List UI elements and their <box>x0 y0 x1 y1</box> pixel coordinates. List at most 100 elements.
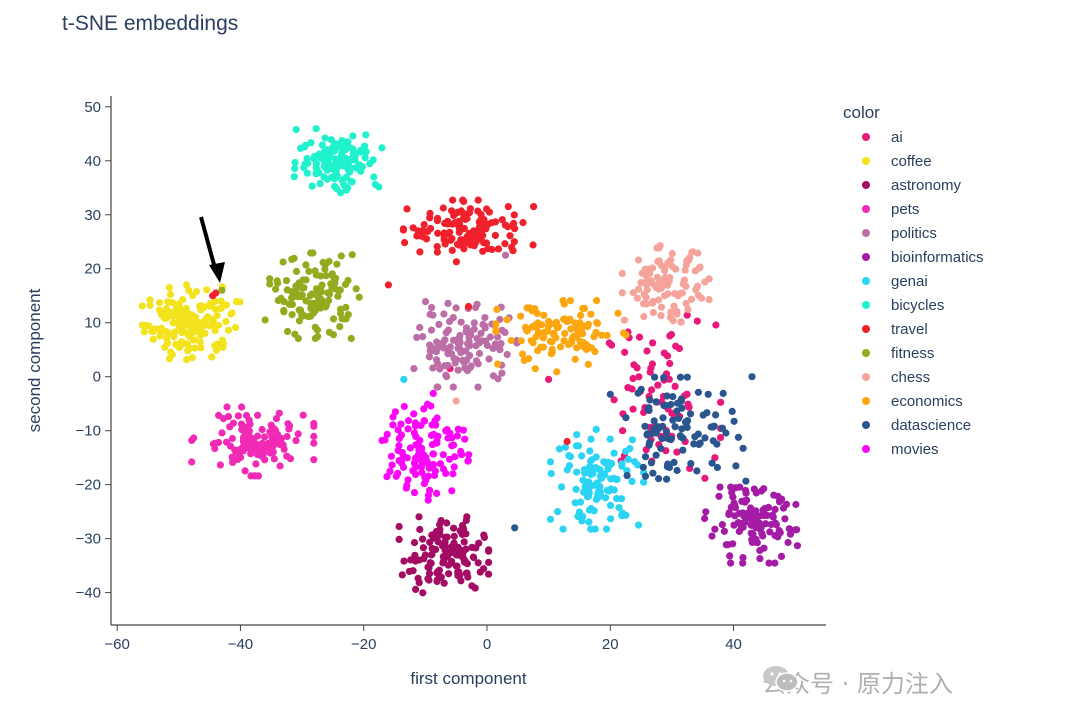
data-point <box>172 305 180 313</box>
data-point <box>254 472 262 480</box>
data-point <box>327 164 335 172</box>
data-point <box>323 175 331 183</box>
data-point <box>395 522 403 531</box>
data-point <box>782 500 791 508</box>
data-point <box>696 263 704 271</box>
data-point <box>696 439 704 447</box>
data-point <box>708 532 716 540</box>
data-point <box>404 417 413 425</box>
data-point <box>571 355 579 363</box>
data-point <box>716 434 725 442</box>
data-point <box>687 460 695 468</box>
data-point <box>417 232 425 240</box>
data-point <box>566 453 575 461</box>
data-point <box>275 409 283 417</box>
data-point <box>237 453 245 461</box>
data-point <box>652 451 660 459</box>
data-point <box>617 495 626 503</box>
data-point <box>307 304 315 313</box>
data-point <box>466 241 475 249</box>
data-point <box>718 521 727 529</box>
data-point <box>628 477 636 485</box>
data-point <box>304 159 312 167</box>
data-point <box>683 257 691 265</box>
data-point <box>554 508 562 516</box>
data-point <box>432 345 440 353</box>
data-point <box>563 437 571 446</box>
data-point <box>450 463 458 471</box>
legend-item-bicycles: bicycles <box>862 297 944 314</box>
data-point <box>768 511 777 519</box>
data-point <box>156 306 164 314</box>
data-point <box>559 525 567 533</box>
data-point <box>327 153 335 161</box>
data-point <box>742 486 750 495</box>
data-point <box>433 248 441 256</box>
data-point <box>329 331 337 339</box>
data-point <box>443 519 451 527</box>
data-point <box>756 525 764 533</box>
data-point <box>635 256 643 264</box>
annotation-arrow <box>199 216 218 273</box>
data-point <box>295 317 303 325</box>
annotation-arrowhead <box>209 262 225 283</box>
legend-item-economics: economics <box>862 393 963 410</box>
data-point <box>725 510 733 518</box>
data-point <box>283 432 291 441</box>
data-point <box>334 292 342 300</box>
data-point <box>450 549 458 557</box>
legend-label: movies <box>891 441 939 458</box>
data-point <box>507 336 515 345</box>
data-point <box>361 154 369 162</box>
data-point <box>338 176 346 184</box>
data-point <box>685 403 693 411</box>
data-point <box>452 397 460 405</box>
data-point <box>234 412 242 420</box>
data-point <box>183 356 191 364</box>
data-point <box>312 125 320 133</box>
data-point <box>452 258 460 266</box>
data-point <box>667 308 675 316</box>
data-point <box>403 205 411 213</box>
data-point <box>755 512 763 520</box>
data-point <box>711 454 719 462</box>
data-point <box>417 461 426 470</box>
data-point <box>439 204 447 212</box>
data-point <box>587 457 595 465</box>
series-movies <box>378 389 473 504</box>
data-point <box>466 352 474 360</box>
legend-marker <box>862 205 870 213</box>
data-point <box>349 132 357 140</box>
data-point <box>585 518 593 526</box>
data-point <box>628 436 637 444</box>
legend-label: economics <box>891 393 963 410</box>
data-point <box>441 336 449 344</box>
data-point <box>344 184 352 192</box>
data-point <box>791 526 800 534</box>
data-point <box>302 261 310 269</box>
legend-label: datascience <box>891 417 971 434</box>
data-point <box>467 331 475 339</box>
data-point <box>586 447 594 455</box>
data-point <box>310 432 318 441</box>
data-point <box>282 277 291 285</box>
data-point <box>571 499 579 507</box>
data-point <box>415 513 423 521</box>
data-point <box>575 508 584 516</box>
data-point <box>460 546 468 555</box>
data-point <box>606 501 615 509</box>
series-chess <box>452 242 713 405</box>
data-point <box>565 462 574 470</box>
data-point <box>573 431 581 439</box>
data-point <box>418 449 426 458</box>
data-point <box>510 211 518 219</box>
data-point <box>494 333 502 341</box>
data-point <box>713 463 722 472</box>
data-point <box>443 373 451 381</box>
data-point <box>429 364 437 372</box>
data-point <box>383 430 391 438</box>
data-point <box>728 407 736 415</box>
data-point <box>746 510 754 518</box>
data-point <box>427 224 435 233</box>
data-point <box>553 368 561 376</box>
